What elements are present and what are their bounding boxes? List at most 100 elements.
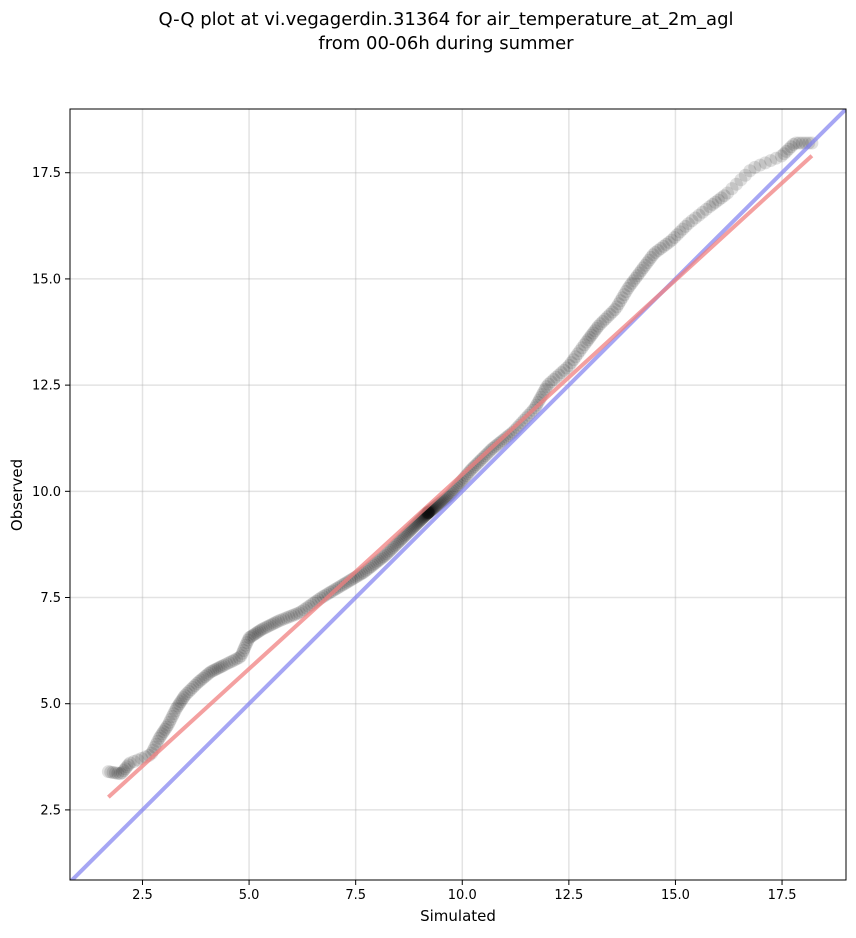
qq-point	[540, 380, 554, 394]
qq-point	[190, 676, 204, 690]
qq-point	[758, 156, 772, 170]
qq-point	[721, 186, 735, 200]
qq-point	[594, 317, 608, 331]
qq-point	[596, 314, 610, 328]
qq-point	[109, 766, 123, 780]
qq-point	[706, 197, 720, 211]
qq-point	[161, 718, 175, 732]
qq-point	[274, 613, 288, 627]
qq-point	[370, 555, 384, 569]
qq-point	[168, 704, 182, 718]
qq-point	[538, 382, 552, 396]
qq-point	[244, 629, 258, 643]
qq-point	[636, 261, 650, 275]
qq-point	[502, 429, 516, 443]
qq-point	[251, 625, 265, 639]
qq-point	[180, 687, 194, 701]
qq-point	[170, 701, 184, 715]
qq-point	[373, 552, 387, 566]
qq-point	[617, 288, 631, 302]
qq-point	[552, 368, 566, 382]
qq-point	[378, 548, 392, 562]
qq-point	[111, 766, 125, 780]
qq-point	[667, 230, 681, 244]
qq-point	[734, 173, 748, 187]
qq-point	[584, 328, 598, 342]
qq-point	[240, 636, 254, 650]
qq-point	[160, 720, 174, 734]
qq-point	[779, 144, 793, 158]
qq-point	[774, 149, 788, 163]
x-axis-label: Simulated	[420, 907, 496, 925]
qq-point	[239, 638, 253, 652]
qq-point	[395, 532, 409, 546]
qq-point	[627, 274, 641, 288]
qq-point	[619, 285, 633, 299]
qq-point	[115, 766, 129, 780]
qq-point	[248, 627, 262, 641]
qq-point	[614, 294, 628, 308]
qq-point	[277, 612, 291, 626]
qq-point	[581, 333, 595, 347]
qq-point	[227, 653, 241, 667]
qq-point	[681, 217, 695, 231]
qq-point	[123, 756, 137, 770]
qq-point	[679, 219, 693, 233]
qq-point	[634, 263, 648, 277]
qq-point	[215, 659, 229, 673]
qq-point	[158, 722, 172, 736]
qq-point	[615, 291, 629, 305]
qq-point	[654, 241, 668, 255]
qq-point	[194, 673, 208, 687]
qq-point	[106, 765, 120, 779]
qq-point	[557, 363, 571, 377]
chart-title-line1: Q-Q plot at vi.vegagerdin.31364 for air_…	[159, 9, 734, 30]
qq-point	[178, 689, 192, 703]
qq-point	[377, 550, 390, 564]
qq-point	[210, 662, 224, 676]
qq-point	[696, 205, 710, 219]
qq-point	[208, 663, 222, 677]
qq-point	[795, 136, 809, 150]
qq-point	[464, 463, 478, 477]
qq-point	[648, 245, 662, 259]
qq-point	[154, 729, 168, 743]
qq-point	[579, 335, 593, 349]
qq-point	[368, 557, 382, 571]
qq-point	[385, 542, 399, 556]
qq-point	[389, 537, 403, 551]
qq-point	[246, 628, 260, 642]
qq-point	[184, 682, 198, 696]
qq-point	[391, 536, 405, 550]
qq-point	[642, 253, 656, 267]
qq-point	[259, 621, 273, 634]
fit-line	[107, 154, 814, 799]
qq-point	[204, 665, 218, 679]
qq-point	[381, 545, 395, 559]
qq-point	[588, 324, 602, 338]
qq-point	[186, 680, 200, 694]
qq-point	[254, 623, 268, 637]
qq-point	[165, 710, 179, 724]
qq-point	[685, 214, 699, 228]
qq-point	[802, 136, 816, 150]
qq-point	[786, 137, 800, 151]
qq-point	[222, 656, 236, 670]
qq-point	[591, 319, 605, 333]
qq-point	[640, 256, 654, 270]
qq-point	[729, 177, 743, 191]
chart-title-line2: from 00-06h during summer	[318, 33, 574, 54]
qq-point	[612, 297, 626, 311]
qq-point	[692, 208, 706, 222]
qq-point	[688, 211, 702, 225]
qq-point	[577, 338, 591, 352]
qq-point	[782, 142, 796, 156]
x-tick-label: 10.0	[448, 888, 477, 903]
qq-point	[789, 136, 803, 150]
qq-point	[605, 305, 619, 319]
qq-point	[235, 646, 249, 660]
qq-point	[188, 678, 202, 692]
qq-point	[162, 715, 176, 729]
qq-point	[249, 626, 263, 640]
